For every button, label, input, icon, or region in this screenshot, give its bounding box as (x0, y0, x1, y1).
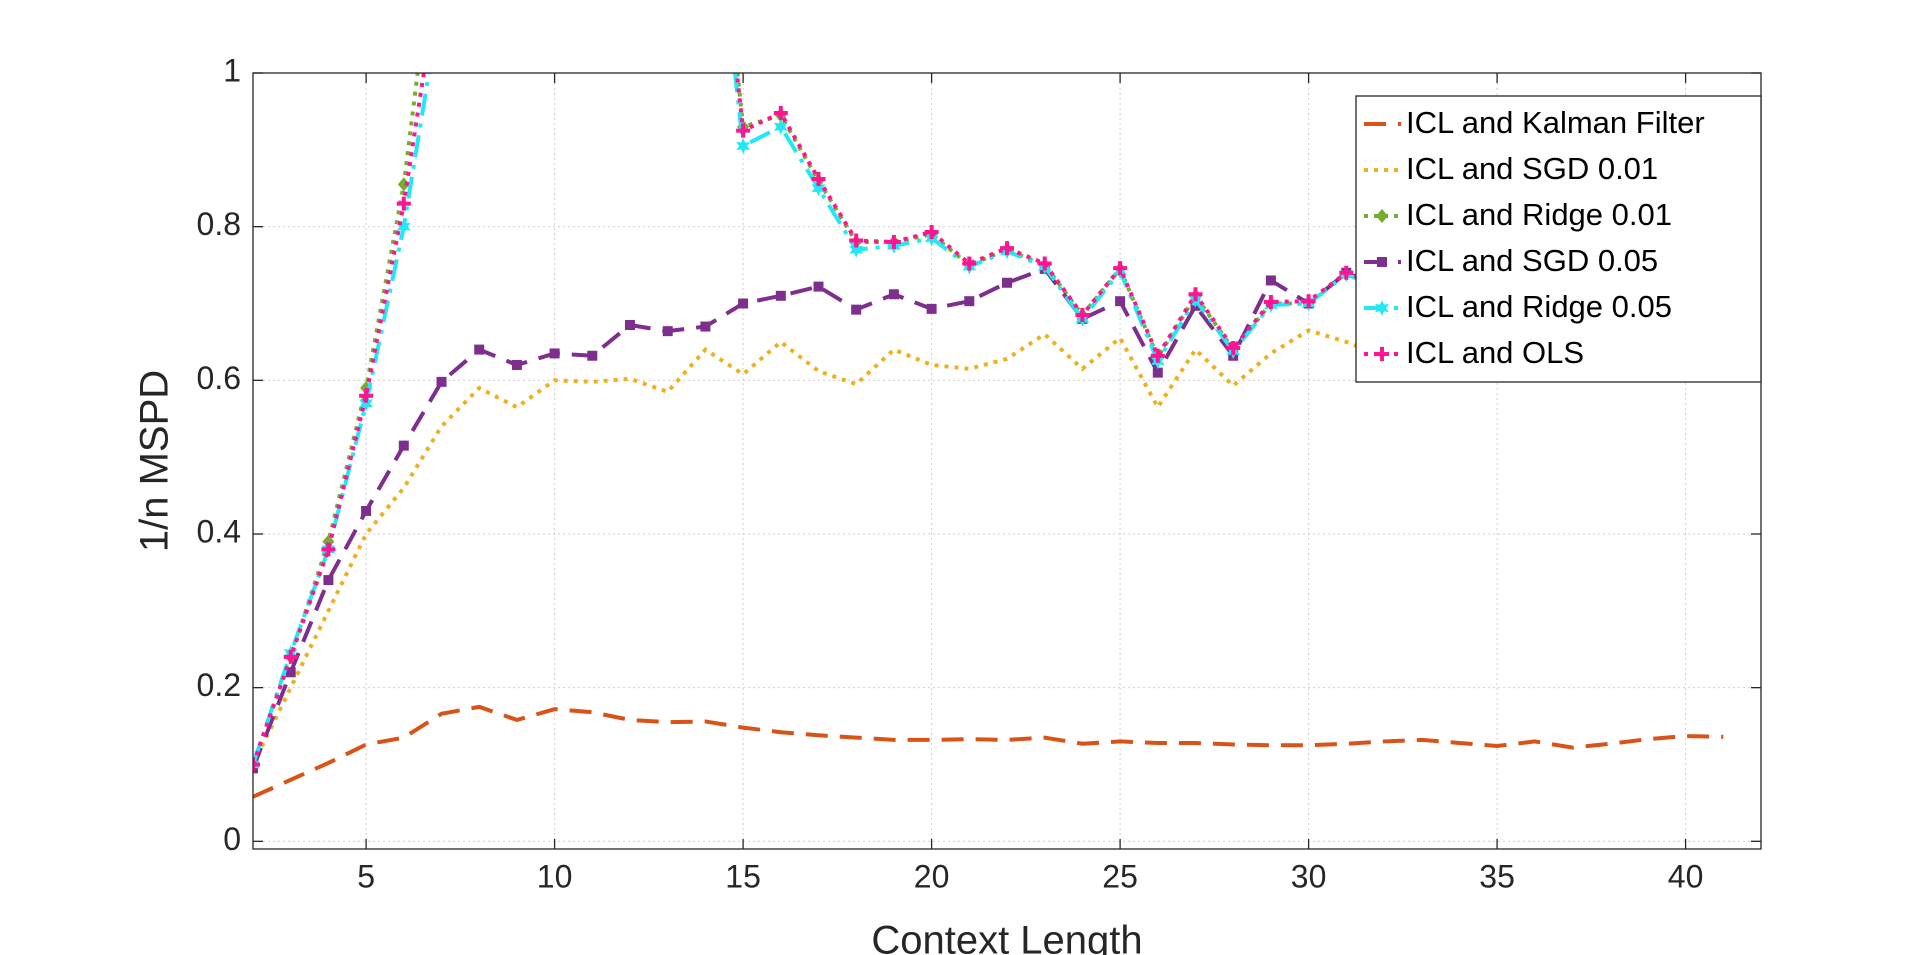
x-tick-label: 35 (1479, 858, 1515, 894)
marker-plus (1188, 287, 1203, 302)
x-tick-label: 15 (725, 858, 761, 894)
marker-plus (283, 649, 298, 664)
y-tick-label: 0 (223, 821, 241, 857)
marker-hexagram (736, 137, 751, 154)
x-tick-label: 25 (1102, 858, 1138, 894)
y-axis-label: 1/n MSPD (133, 370, 177, 552)
marker-square (1002, 277, 1012, 288)
marker-plus (1075, 308, 1090, 323)
legend: ICL and Kalman Filter ICL and SGD 0.01 ICL… (1355, 95, 1762, 383)
marker-square (361, 505, 372, 516)
marker-square (436, 376, 447, 387)
legend-marker (1375, 300, 1389, 316)
marker-square (1152, 367, 1163, 378)
marker-plus (1339, 265, 1354, 280)
x-tick-label: 20 (914, 858, 950, 894)
marker-plus (321, 542, 336, 557)
marker-plus (736, 123, 751, 138)
marker-square (813, 281, 824, 292)
marker-square (662, 326, 673, 337)
marker-square (625, 320, 635, 331)
legend-label: ICL and Ridge 0.01 (1406, 197, 1672, 232)
series-line (253, 704, 1724, 799)
y-tick-label: 1 (223, 52, 241, 88)
marker-plus (396, 196, 411, 211)
marker-hexagram (396, 218, 411, 235)
x-tick-label: 10 (537, 858, 573, 894)
marker-hexagram (811, 180, 826, 197)
marker-square (700, 321, 711, 332)
marker-plus (1000, 241, 1014, 256)
x-tick-label: 30 (1291, 858, 1327, 894)
marker-plus (253, 757, 260, 772)
marker-square (253, 763, 258, 774)
marker-square (964, 296, 975, 307)
legend-marker (1376, 209, 1388, 223)
marker-plus (1037, 256, 1052, 271)
legend-label: ICL and Ridge 0.05 (1406, 289, 1672, 324)
legend-marker (1377, 257, 1387, 267)
marker-plus (1113, 261, 1128, 276)
axes-box (252, 72, 1762, 850)
marker-square (474, 344, 485, 355)
marker-square (285, 667, 296, 678)
legend-marker (1375, 347, 1389, 361)
marker-hexagram (849, 241, 864, 258)
marker-square (775, 290, 786, 301)
legend-label: ICL and OLS (1406, 335, 1584, 370)
legend-label: ICL and Kalman Filter (1406, 105, 1705, 140)
marker-plus (924, 225, 939, 240)
marker-plus (773, 105, 788, 120)
marker-hexagram (435, 0, 449, 4)
marker-square (587, 350, 598, 361)
marker-plus (886, 235, 901, 250)
marker-plus (1301, 294, 1316, 309)
y-tick-label: 0.4 (197, 513, 241, 549)
marker-hexagram (359, 395, 374, 412)
marker-square (926, 303, 937, 314)
marker-hexagram (773, 118, 788, 135)
marker-square (323, 575, 334, 586)
x-tick-label: 5 (357, 858, 375, 894)
marker-square (549, 348, 560, 359)
legend-box (1355, 95, 1762, 383)
y-tick-label: 0.6 (197, 360, 241, 396)
marker-plus (962, 256, 977, 271)
marker-diamond (397, 177, 410, 192)
y-tick-label: 0.2 (197, 667, 241, 703)
x-tick-label: 40 (1668, 858, 1704, 894)
marker-square (1115, 296, 1126, 307)
marker-square (888, 289, 899, 300)
marker-plus (849, 233, 864, 248)
marker-plus (1150, 348, 1165, 363)
marker-plus (811, 172, 826, 187)
x-axis-label: Context Length (871, 919, 1142, 955)
legend-label: ICL and SGD 0.05 (1406, 243, 1658, 278)
marker-square (398, 440, 409, 451)
marker-plus (359, 388, 374, 403)
ticks: 5 10 15 20 25 30 35 40 0 0.2 0.4 0.6 0.8 1 (197, 52, 1761, 894)
series (253, 704, 1724, 799)
series-line (253, 266, 1724, 770)
y-tick-label: 0.8 (197, 206, 241, 242)
legend-label: ICL and SGD 0.01 (1406, 151, 1658, 186)
marker-square (511, 359, 522, 370)
marker-plus (1263, 294, 1278, 309)
marker-plus (1226, 341, 1241, 356)
marker-square (738, 298, 749, 309)
marker-square (1265, 275, 1276, 286)
marker-square (851, 304, 862, 315)
